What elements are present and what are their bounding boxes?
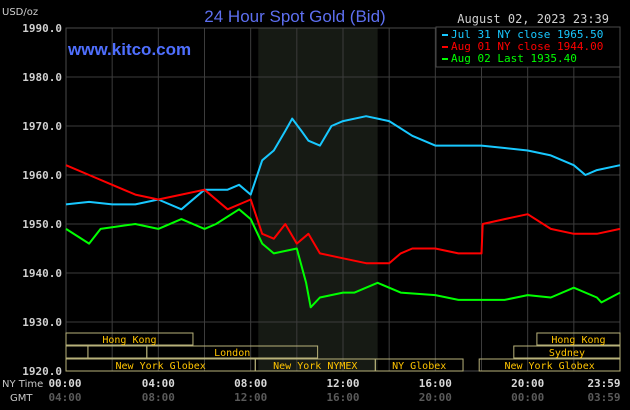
legend-entry: Aug 02 Last 1935.40 xyxy=(451,52,577,65)
y-tick-label: 1920.0 xyxy=(22,365,62,378)
gmt-label: GMT xyxy=(10,393,33,404)
session-box xyxy=(65,345,89,359)
y-tick-label: 1990.0 xyxy=(22,22,62,35)
x-tick-ny: 23:59 xyxy=(587,377,620,390)
x-tick-ny: 20:00 xyxy=(511,377,544,390)
session-label: London xyxy=(214,348,250,359)
session-box xyxy=(374,358,464,372)
chart-title: 24 Hour Spot Gold (Bid) xyxy=(204,7,385,26)
series-line-aug-02 xyxy=(65,208,621,309)
session-label: Hong Kong xyxy=(551,335,605,346)
x-tick-ny: 04:00 xyxy=(142,377,175,390)
x-tick-gmt: 12:00 xyxy=(234,391,267,404)
y-tick-label: 1960.0 xyxy=(22,169,62,182)
legend-entry: Jul 31 NY close 1965.50 xyxy=(451,28,603,41)
y-tick-label: 1980.0 xyxy=(22,71,62,84)
session-box xyxy=(513,345,621,359)
x-tick-ny: 00:00 xyxy=(48,377,81,390)
session-box xyxy=(478,358,621,372)
y-tick-label: 1970.0 xyxy=(22,120,62,133)
x-tick-gmt: 08:00 xyxy=(142,391,175,404)
watermark: www.kitco.com xyxy=(67,40,191,59)
x-tick-ny: 16:00 xyxy=(419,377,452,390)
timestamp: August 02, 2023 23:39 xyxy=(457,12,609,26)
session-label: New York Globex xyxy=(504,361,594,372)
x-tick-gmt: 16:00 xyxy=(326,391,359,404)
session-label: Hong Kong xyxy=(102,335,156,346)
x-tick-ny: 08:00 xyxy=(234,377,267,390)
x-tick-gmt: 03:59 xyxy=(587,391,620,404)
legend-entry: Aug 01 NY close 1944.00 xyxy=(451,40,603,53)
session-label: New York NYMEX xyxy=(273,361,357,372)
x-tick-ny: 12:00 xyxy=(326,377,359,390)
session-label: NY Globex xyxy=(392,361,446,372)
session-label: Sydney xyxy=(549,348,585,359)
x-tick-gmt: 20:00 xyxy=(419,391,452,404)
y-tick-label: 1940.0 xyxy=(22,267,62,280)
x-tick-gmt: 04:00 xyxy=(48,391,81,404)
nymex-highlight xyxy=(258,28,378,371)
y-axis-unit: USD/oz xyxy=(2,7,38,18)
x-tick-gmt: 00:00 xyxy=(511,391,544,404)
session-box xyxy=(87,345,148,359)
legend-box xyxy=(435,26,621,68)
series-line-jul-31 xyxy=(65,115,621,211)
session-box xyxy=(146,345,319,359)
y-tick-label: 1930.0 xyxy=(22,316,62,329)
session-box xyxy=(536,332,621,346)
series-line-aug-01 xyxy=(65,164,621,265)
session-label: New York Globex xyxy=(115,361,205,372)
ny-time-label: NY Time xyxy=(2,379,43,390)
y-tick-label: 1950.0 xyxy=(22,218,62,231)
session-box xyxy=(65,332,194,346)
